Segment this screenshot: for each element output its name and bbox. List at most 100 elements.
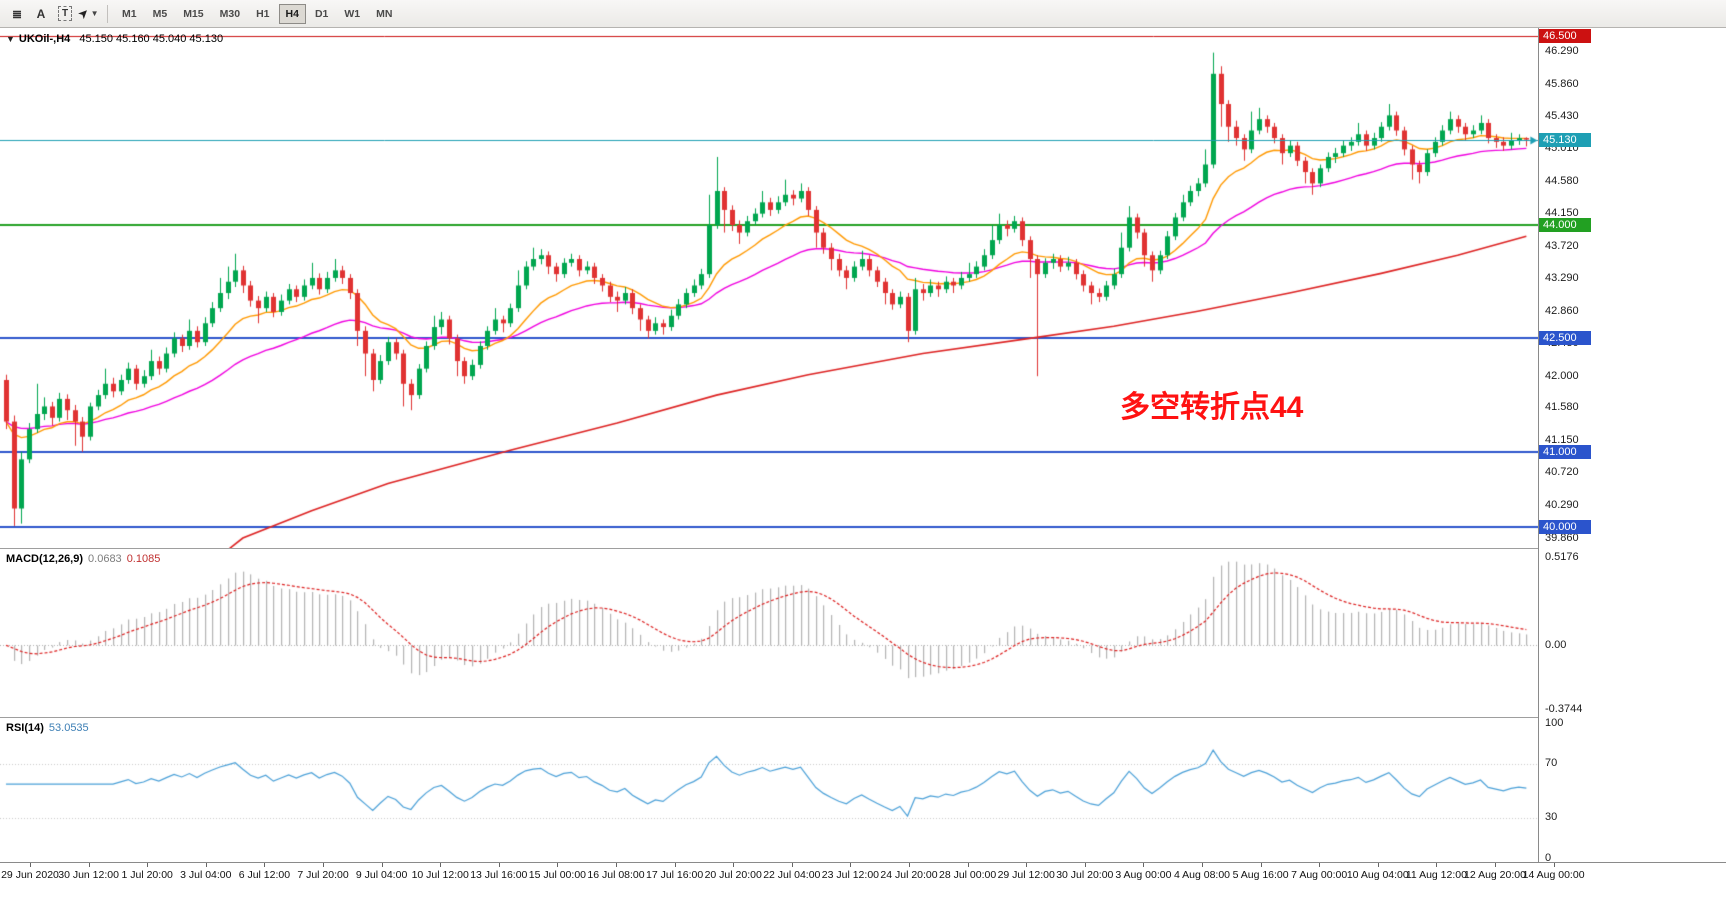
timeframe-w1[interactable]: W1 xyxy=(344,7,361,20)
time-label: 13 Jul 16:00 xyxy=(470,869,528,881)
price-tick-40.720: 40.720 xyxy=(1545,466,1579,479)
timeframe-m5[interactable]: M5 xyxy=(152,7,168,20)
rsi-tick-0: 0 xyxy=(1545,851,1552,864)
macd-canvas[interactable] xyxy=(0,549,1538,717)
price-chart-canvas[interactable] xyxy=(0,28,1538,548)
rsi-label: RSI(14) 53.0535 xyxy=(6,722,89,734)
time-tick xyxy=(30,863,31,867)
time-label: 12 Aug 20:00 xyxy=(1464,869,1526,881)
timeframe-m1[interactable]: M1 xyxy=(122,7,137,20)
time-label: 24 Jul 20:00 xyxy=(880,869,938,881)
time-tick xyxy=(381,863,383,867)
price-level-badge-42.500: 42.500 xyxy=(1539,331,1591,346)
window-list-glyph: ≣ xyxy=(11,6,23,21)
time-label: 17 Jul 16:00 xyxy=(645,869,704,881)
time-label: 15 Jul 00:00 xyxy=(528,869,586,881)
timeframe-d1[interactable]: D1 xyxy=(314,7,329,20)
price-tick-44.580: 44.580 xyxy=(1545,174,1579,187)
time-tick xyxy=(1260,863,1262,867)
macd-signal-value: 0.1085 xyxy=(126,553,161,565)
time-tick xyxy=(323,863,324,867)
time-tick xyxy=(1553,863,1555,867)
toolbar-separator xyxy=(107,4,108,23)
time-tick xyxy=(850,863,852,867)
time-tick xyxy=(205,863,207,867)
timeframe-h4[interactable]: H4 xyxy=(278,3,306,24)
time-label: 11 Aug 12:00 xyxy=(1405,869,1467,881)
price-level-badge-40.000: 40.000 xyxy=(1539,520,1591,535)
time-label: 6 Jul 12:00 xyxy=(238,869,291,881)
price-tick-39.860: 39.860 xyxy=(1545,531,1579,544)
time-tick xyxy=(1026,863,1028,867)
price-tick-42.860: 42.860 xyxy=(1545,304,1579,317)
price-level-badge-41.000: 41.000 xyxy=(1539,444,1591,459)
time-label: 16 Jul 08:00 xyxy=(587,869,645,881)
time-label: 30 Jul 20:00 xyxy=(1056,869,1114,881)
timeframe-m30[interactable]: M30 xyxy=(219,7,241,20)
time-label: 7 Aug 00:00 xyxy=(1291,869,1348,881)
price-tick-46.290: 46.290 xyxy=(1545,45,1579,58)
time-tick xyxy=(967,863,969,867)
cursor-icon: ➤ xyxy=(76,6,92,22)
macd-label: MACD(12,26,9) 0.0683 0.1085 xyxy=(6,553,160,565)
time-tick xyxy=(1202,863,1203,867)
macd-name: MACD(12,26,9) xyxy=(6,553,84,565)
time-label: 10 Jul 12:00 xyxy=(411,869,469,881)
one-click-trading-arrow-icon[interactable]: ▼ xyxy=(6,34,15,44)
price-level-badge-46.500: 46.500 xyxy=(1539,29,1591,43)
time-label: 10 Aug 04:00 xyxy=(1346,869,1409,881)
time-tick xyxy=(616,863,617,867)
price-tick-43.290: 43.290 xyxy=(1545,272,1579,285)
time-label: 28 Jul 00:00 xyxy=(938,869,997,881)
time-label: 1 Jul 20:00 xyxy=(121,869,173,881)
time-tick xyxy=(1319,863,1321,867)
price-tick-42.000: 42.000 xyxy=(1545,369,1579,382)
timeframe-group: M1 M5 M15 M30 H1 H4 D1 W1 MN xyxy=(114,3,400,24)
rsi-tick-100: 100 xyxy=(1545,716,1564,729)
time-tick xyxy=(88,863,90,867)
time-tick xyxy=(791,863,793,867)
time-label: 29 Jun 2020 xyxy=(1,869,59,881)
price-tick-40.290: 40.290 xyxy=(1545,498,1579,511)
price-level-badge-44.000: 44.000 xyxy=(1539,218,1591,232)
time-label: 4 Aug 08:00 xyxy=(1173,869,1231,881)
time-label: 14 Aug 00:00 xyxy=(1522,869,1585,881)
price-tick-45.430: 45.430 xyxy=(1545,110,1579,123)
time-label: 5 Aug 16:00 xyxy=(1232,869,1289,881)
time-tick xyxy=(1377,863,1379,867)
chart-annotation-text[interactable]: 多空转折点44 xyxy=(1120,391,1304,424)
time-axis[interactable]: 29 Jun 2020 30 Jun 12:00 1 Jul 20:00 3 Jul … xyxy=(0,862,1726,898)
timeframe-h1[interactable]: H1 xyxy=(256,7,270,20)
rsi-canvas[interactable] xyxy=(0,718,1538,862)
time-label: 20 Jul 20:00 xyxy=(704,869,762,881)
chart-title: ▼ UKOil-,H4 45.150 45.160 45.040 45.130 xyxy=(6,33,223,45)
cursor-tool-button[interactable]: ➤ ▼ xyxy=(76,3,100,24)
timeframe-mn[interactable]: MN xyxy=(376,7,393,20)
time-label: 23 Jul 12:00 xyxy=(821,869,879,881)
chart-ohlc-label: 45.150 45.160 45.040 45.130 xyxy=(79,33,224,45)
macd-main-value: 0.0683 xyxy=(88,553,122,565)
window-list-icon[interactable]: ≣ xyxy=(6,3,28,24)
rsi-tick-30: 30 xyxy=(1545,811,1558,823)
text-tool-button[interactable]: T xyxy=(54,3,76,24)
panel-separator[interactable] xyxy=(0,717,1726,718)
time-label: 7 Jul 20:00 xyxy=(297,869,349,881)
time-tick xyxy=(674,863,676,867)
time-label: 9 Jul 04:00 xyxy=(355,869,408,881)
timeframe-m15[interactable]: M15 xyxy=(183,7,204,20)
arrow-tool-button[interactable]: A xyxy=(30,3,52,24)
time-label: 30 Jun 12:00 xyxy=(58,869,119,881)
time-label: 22 Jul 04:00 xyxy=(763,869,821,881)
price-tick-41.580: 41.580 xyxy=(1545,401,1579,414)
time-tick xyxy=(1436,863,1438,867)
price-tick-41.150: 41.150 xyxy=(1545,433,1579,446)
panel-separator[interactable] xyxy=(0,548,1726,549)
chevron-down-icon: ▼ xyxy=(90,9,99,18)
chart-symbol-label: UKOil-,H4 xyxy=(18,33,71,45)
rsi-tick-70: 70 xyxy=(1545,757,1558,769)
time-tick xyxy=(147,863,149,867)
time-tick xyxy=(557,863,559,867)
price-tick-43.720: 43.720 xyxy=(1545,239,1579,252)
time-tick xyxy=(264,863,266,867)
